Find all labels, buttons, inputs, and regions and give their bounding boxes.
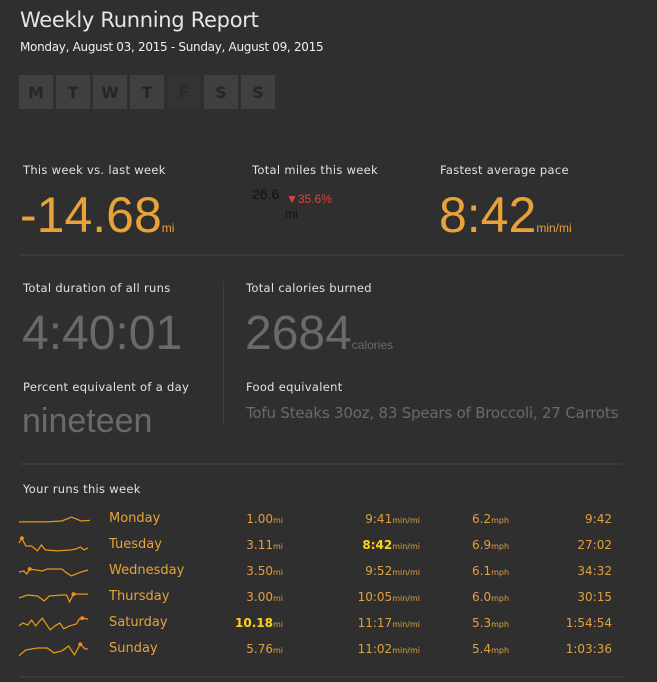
page-title: Weekly Running Report	[20, 8, 259, 32]
run-day: Wednesday	[109, 563, 185, 578]
run-row[interactable]: Thursday 3.00mi 10:05min/mi 6.0mph 30:15	[18, 586, 618, 612]
pace-sparkline-icon	[18, 642, 89, 657]
day-tile-wednesday[interactable]: W	[93, 75, 127, 109]
run-speed: 5.4mph	[472, 642, 510, 656]
fastest-pace-label: Fastest average pace	[440, 163, 569, 177]
run-pace: 10:05min/mi	[357, 590, 420, 604]
run-duration: 30:15	[577, 590, 612, 604]
total-calories-unit: calories	[351, 338, 394, 352]
vs-last-week-value: -14.68	[20, 187, 162, 243]
run-duration: 1:03:36	[565, 642, 612, 656]
total-miles-label: Total miles this week	[252, 163, 378, 177]
run-distance: 3.11mi	[246, 538, 283, 552]
day-tile-friday[interactable]: F	[167, 75, 201, 109]
runs-heading: Your runs this week	[23, 482, 141, 496]
run-speed: 5.3mph	[472, 616, 510, 630]
run-row[interactable]: Tuesday 3.11mi 8:42min/mi 6.9mph 27:02	[18, 534, 618, 560]
food-equivalent-value: Tofu Steaks 30oz, 83 Spears of Broccoli,…	[246, 404, 619, 422]
run-distance: 10.18mi	[235, 616, 283, 630]
total-calories-value: 2684	[245, 307, 352, 360]
day-tile-thursday[interactable]: T	[130, 75, 164, 109]
run-distance: 3.50mi	[246, 564, 283, 578]
total-calories-stat: 2684calories	[245, 310, 393, 358]
run-duration: 34:32	[577, 564, 612, 578]
day-tile-sunday[interactable]: S	[241, 75, 275, 109]
total-duration-label: Total duration of all runs	[23, 281, 171, 295]
run-duration: 27:02	[577, 538, 612, 552]
vs-last-week-unit: mi	[161, 221, 175, 235]
fastest-pace-value: 8:42	[439, 187, 537, 243]
run-day: Monday	[109, 511, 161, 526]
total-duration-value: 4:40:01	[22, 307, 183, 360]
run-speed: 6.2mph	[472, 512, 510, 526]
pace-sparkline-icon	[18, 616, 89, 631]
percent-day-label: Percent equivalent of a day	[23, 380, 190, 394]
run-row[interactable]: Saturday 10.18mi 11:17min/mi 5.3mph 1:54…	[18, 612, 618, 638]
run-pace: 11:17min/mi	[357, 616, 420, 630]
run-row[interactable]: Wednesday 3.50mi 9:52min/mi 6.1mph 34:32	[18, 560, 618, 586]
run-pace: 9:41min/mi	[365, 512, 420, 526]
fastest-pace-stat: 8:42min/mi	[439, 190, 572, 240]
total-miles-change: ▼35.6%	[286, 192, 332, 206]
run-distance: 1.00mi	[246, 512, 283, 526]
pace-sparkline-icon	[18, 567, 89, 577]
section-divider	[20, 254, 623, 256]
run-day: Sunday	[109, 641, 158, 656]
day-selector: M T W T F S S	[19, 75, 275, 109]
vs-last-week-label: This week vs. last week	[23, 163, 166, 177]
run-row[interactable]: Sunday 5.76mi 11:02min/mi 5.4mph 1:03:36	[18, 638, 618, 664]
date-range: Monday, August 03, 2015 - Sunday, August…	[20, 40, 324, 54]
total-miles-unit: mi	[285, 207, 298, 221]
run-duration: 9:42	[585, 512, 612, 526]
run-pace: 9:52min/mi	[365, 564, 420, 578]
run-speed: 6.1mph	[472, 564, 510, 578]
day-tile-saturday[interactable]: S	[204, 75, 238, 109]
run-day: Thursday	[109, 589, 170, 604]
run-distance: 5.76mi	[246, 642, 283, 656]
pace-sparkline-icon	[18, 536, 89, 552]
run-day: Saturday	[109, 615, 168, 630]
food-equivalent-label: Food equivalent	[246, 380, 343, 394]
fastest-pace-unit: min/mi	[536, 221, 572, 235]
run-row[interactable]: Monday 1.00mi 9:41min/mi 6.2mph 9:42	[18, 508, 618, 534]
run-distance: 3.00mi	[246, 590, 283, 604]
run-speed: 6.0mph	[472, 590, 510, 604]
total-calories-label: Total calories burned	[246, 281, 372, 295]
percent-day-value: nineteen	[22, 402, 153, 440]
pace-sparkline-icon	[18, 592, 89, 604]
total-miles-value: 26.6	[252, 186, 280, 202]
section-divider	[20, 463, 623, 465]
run-speed: 6.9mph	[472, 538, 510, 552]
vs-last-week-stat: -14.68mi	[20, 190, 174, 240]
run-pace: 11:02min/mi	[357, 642, 420, 656]
pace-sparkline-icon	[18, 516, 90, 523]
run-pace: 8:42min/mi	[362, 538, 420, 552]
run-day: Tuesday	[109, 537, 162, 552]
section-divider	[20, 676, 623, 678]
vertical-divider	[223, 282, 224, 426]
day-tile-monday[interactable]: M	[19, 75, 53, 109]
day-tile-tuesday[interactable]: T	[56, 75, 90, 109]
run-duration: 1:54:54	[565, 616, 612, 630]
